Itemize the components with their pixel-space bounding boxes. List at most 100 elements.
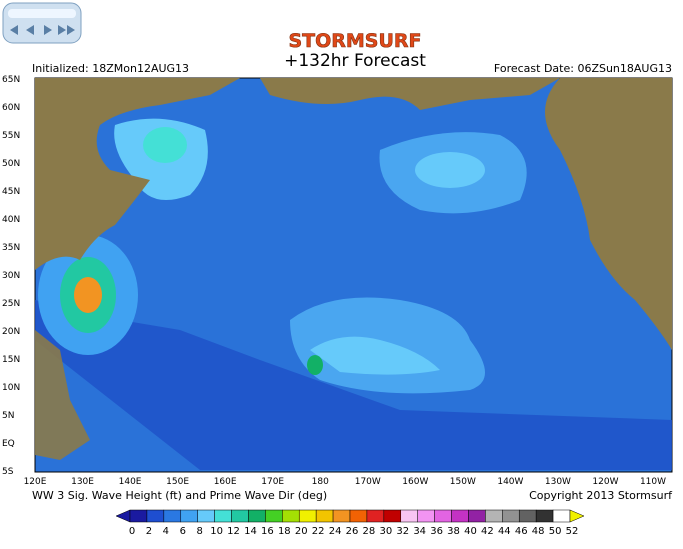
colorbar-cell [518, 509, 537, 523]
lon-label: 160E [214, 477, 237, 487]
nav-arrows[interactable] [10, 25, 75, 35]
colorbar-cell [146, 509, 165, 523]
nav-buttons[interactable] [2, 2, 82, 44]
colorbar-label: 2 [146, 526, 152, 537]
colorbar-cell [349, 509, 368, 523]
colorbar-cell [180, 509, 198, 523]
lat-label: 50N [2, 159, 20, 169]
colorbar-label: 46 [515, 526, 528, 537]
colorbar-label: 8 [197, 526, 203, 537]
storm-core [74, 277, 102, 313]
colorbar-cell [502, 509, 520, 523]
title: +132hr Forecast [284, 51, 426, 71]
colorbar-label: 14 [244, 526, 257, 537]
colorbar-label: 26 [346, 526, 359, 537]
lon-label: 140W [497, 477, 523, 487]
copyright: Copyright 2013 Stormsurf [529, 489, 673, 502]
nav-slider[interactable] [8, 9, 76, 18]
colorbar-label: 52 [566, 526, 579, 537]
colorbar-label: 24 [329, 526, 342, 537]
lon-label: 170W [355, 477, 381, 487]
colorbar-label: 50 [549, 526, 562, 537]
lat-label: 5S [2, 467, 14, 477]
lat-label: 35N [2, 243, 20, 253]
colorbar-label: 6 [180, 526, 186, 537]
colorbar-cell [417, 509, 435, 523]
lon-label: 120E [24, 477, 47, 487]
land-alaska [260, 78, 560, 110]
lon-label: 110W [640, 477, 666, 487]
lat-label: 55N [2, 131, 20, 141]
colorbar-cell [298, 509, 317, 523]
lon-label: 130E [71, 477, 94, 487]
colorbar-label: 44 [498, 526, 511, 537]
colorbar-arrow [115, 509, 131, 523]
land-asia [35, 78, 240, 270]
colorbar-label: 20 [295, 526, 308, 537]
colorbar-cell [468, 509, 486, 523]
caption: WW 3 Sig. Wave Height (ft) and Prime Wav… [32, 489, 327, 502]
colorbar-label: 10 [210, 526, 223, 537]
lat-label: 45N [2, 187, 20, 197]
initialized: Initialized: 18ZMon12AUG13 [32, 62, 189, 75]
lon-label: 170E [261, 477, 284, 487]
lon-label: 180 [312, 477, 329, 487]
colorbar-label: 30 [379, 526, 392, 537]
lon-label: 140E [119, 477, 142, 487]
lat-label: 25N [2, 299, 20, 309]
colorbar-label: 40 [464, 526, 477, 537]
colorbar-label: 18 [278, 526, 291, 537]
lat-label: EQ [2, 439, 15, 449]
colorbar-label: 4 [163, 526, 169, 537]
colorbar-cell [552, 509, 571, 523]
lat-label: 15N [2, 355, 20, 365]
lat-label: 5N [2, 411, 14, 421]
storm-core [307, 355, 323, 375]
colorbar-label: 12 [227, 526, 240, 537]
colorbar-cell [315, 509, 334, 523]
colorbar-cell [197, 509, 215, 523]
lon-label: 150E [166, 477, 189, 487]
wave-zone [415, 152, 485, 188]
colorbar-label: 0 [129, 526, 135, 537]
lon-label: 160W [402, 477, 428, 487]
lat-label: 10N [2, 383, 20, 393]
lat-label: 60N [2, 103, 20, 113]
colorbar-label: 22 [312, 526, 325, 537]
colorbar-label: 28 [363, 526, 376, 537]
logo: STORMSURF [288, 30, 421, 52]
lat-label: 30N [2, 271, 20, 281]
colorbar-label: 38 [447, 526, 460, 537]
lon-label: 150W [450, 477, 476, 487]
lon-label: 120W [592, 477, 618, 487]
land-america [545, 78, 672, 350]
colorbar-cell [214, 509, 232, 523]
colorbar-label: 34 [413, 526, 426, 537]
lon-labels: 120E 130E 140E 150E 160E 170E 180 170W 160W 150W 1… [24, 477, 667, 487]
forecast-date: Forecast Date: 06ZSun18AUG13 [494, 62, 672, 75]
colorbar-label: 16 [261, 526, 274, 537]
colorbar-cell [383, 509, 402, 523]
colorbar-cell [248, 509, 266, 523]
wave-zone [143, 127, 187, 163]
lat-label: 40N [2, 215, 20, 225]
lat-label: 65N [2, 75, 20, 85]
colorbar-cell [265, 509, 283, 523]
land-philippines [35, 330, 90, 460]
colorbar-label: 42 [481, 526, 494, 537]
colorbar-arrow [569, 509, 585, 523]
colorbar-label: 48 [532, 526, 545, 537]
wave-zone [35, 300, 672, 470]
wave-zone [310, 336, 440, 375]
colorbar-cell [434, 509, 452, 523]
colorbar-label: 32 [396, 526, 409, 537]
lon-label: 130W [545, 477, 571, 487]
lat-label: 20N [2, 327, 20, 337]
colorbar-label: 36 [430, 526, 443, 537]
colorbar-cell [163, 509, 182, 523]
colorbar-cell [231, 509, 249, 523]
colorbar-cell [535, 509, 554, 523]
lat-labels: 65N 60N 55N 50N 45N 40N 35N 30N 25N 20N 15N 10N 5N EQ… [2, 75, 20, 477]
colorbar-cell [129, 509, 148, 523]
colorbar-cell [366, 509, 385, 523]
